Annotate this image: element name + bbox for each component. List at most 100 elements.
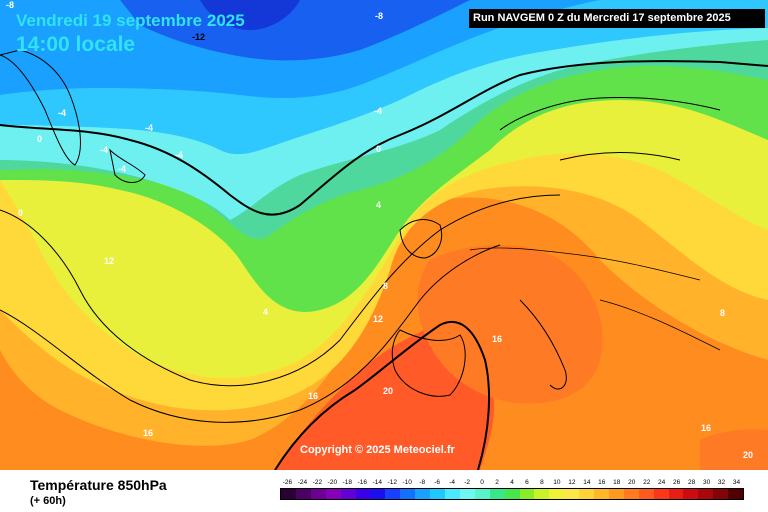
colorbar-swatch — [653, 489, 669, 499]
colorbar-swatch — [623, 489, 639, 499]
colorbar-label: -26 — [282, 479, 293, 486]
colorbar-label: -4 — [449, 479, 456, 486]
isotherm-label: 4 — [263, 307, 269, 317]
temperature-map: Vendredi 19 septembre 2025 14:00 locale … — [0, 0, 768, 470]
isotherm-label: -4 — [100, 145, 109, 155]
colorbar-swatch — [594, 489, 609, 499]
isotherm-label: 8 — [720, 308, 726, 318]
isotherm-12 — [0, 244, 501, 423]
colorbar-swatch — [519, 489, 535, 499]
isotherm-label: 0 — [376, 144, 382, 154]
colorbar-label: 10 — [553, 479, 561, 486]
colorbar-swatch — [638, 489, 654, 499]
colorbar-label: 24 — [658, 479, 666, 486]
colorbar-swatch — [534, 489, 550, 499]
hot-region-se — [700, 429, 768, 470]
colorbar-label: -22 — [312, 479, 323, 486]
colorbar-swatch — [504, 489, 520, 499]
isotherm-label: 8 — [383, 281, 389, 291]
colorbar-label: 16 — [598, 479, 606, 486]
colorbar-swatch — [444, 489, 460, 499]
british-isles-coast — [399, 219, 443, 259]
colorbar-label: -10 — [402, 479, 412, 486]
colorbar-label: -8 — [419, 479, 426, 486]
isotherm-label: 0 — [18, 208, 24, 218]
colorbar-label: -18 — [342, 479, 353, 486]
colorbar-swatch — [355, 489, 371, 499]
colorbar-label: -12 — [387, 479, 397, 486]
map-legend: Température 850hPa (+ 60h) -26 -24 -22 -20-… — [0, 470, 768, 512]
colorbar-swatch — [564, 489, 580, 499]
colorbar-label: -24 — [297, 479, 308, 486]
colorbar-swatch — [370, 489, 386, 499]
isotherm-label: 4 — [376, 200, 382, 210]
colorbar — [280, 488, 744, 500]
europe-borders — [469, 247, 721, 351]
colorbar-label: 14 — [583, 479, 591, 486]
colorbar-label: -16 — [357, 479, 368, 486]
copyright-notice: Copyright © 2025 Meteociel.fr — [300, 444, 455, 456]
colorbar-label: 8 — [540, 479, 544, 486]
isotherm-label: 16 — [143, 428, 154, 438]
colorbar-swatch — [579, 489, 595, 499]
colorbar-label: 4 — [510, 479, 514, 486]
isotherm-label: -4 — [58, 108, 67, 118]
colorbar-swatch — [281, 489, 296, 499]
isotherm-20 — [274, 320, 491, 470]
colorbar-swatch — [400, 489, 416, 499]
coldest-core — [200, 0, 300, 30]
colorbar-label: 32 — [717, 479, 726, 486]
isotherm-8 — [0, 194, 561, 387]
colorbar-swatch — [430, 489, 445, 499]
colorbar-label: 22 — [643, 479, 651, 486]
colorbar-swatch — [608, 489, 624, 499]
colorbar-label: 0 — [480, 479, 484, 486]
scandinavia-coast — [499, 97, 721, 161]
isotherm-label: -4 — [118, 164, 127, 174]
isotherm-label: 12 — [373, 314, 384, 324]
colorbar-swatch — [489, 489, 505, 499]
colorbar-label: 34 — [732, 479, 741, 486]
isotherm-label: -4 — [145, 123, 154, 133]
colorbar-swatch — [325, 489, 341, 499]
colorbar-label: -20 — [327, 479, 338, 486]
colorbar-label: 30 — [702, 479, 711, 486]
isotherm-label: 12 — [104, 256, 115, 266]
colorbar-label: -6 — [434, 479, 441, 486]
isotherm-zero — [0, 60, 768, 216]
isotherm-label: -8 — [375, 11, 384, 21]
deep-blue-band — [120, 0, 470, 61]
forecast-lead-time: (+ 60h) — [30, 495, 66, 507]
colorbar-labels: -26 -24 -22 -20 -18 -16 -14 -12 -10 -8 -6 -4 -2 0 2 4 6 8… — [280, 479, 744, 489]
isotherm-label: 20 — [383, 386, 394, 396]
colorbar-swatch — [728, 489, 744, 499]
colorbar-swatch — [295, 489, 311, 499]
colorbar-swatch — [310, 489, 326, 499]
forecast-time: 14:00 locale — [16, 33, 136, 56]
colorbar-label: 2 — [495, 479, 499, 486]
variable-name: Température 850hPa — [30, 477, 167, 493]
colorbar-label: -14 — [372, 479, 382, 486]
map-canvas — [0, 0, 768, 470]
colorbar-swatch — [415, 489, 431, 499]
iberia-coast — [391, 329, 466, 397]
isotherm-label: -4 — [374, 106, 383, 116]
colorbar-swatch — [683, 489, 699, 499]
isotherm-label: 16 — [701, 423, 712, 433]
colorbar-label: 20 — [628, 479, 636, 486]
iceland-coast — [109, 148, 146, 183]
colorbar-label: 28 — [687, 479, 696, 486]
hot-region-central — [417, 245, 603, 404]
isotherm-label: 16 — [308, 391, 319, 401]
colorbar-swatch — [698, 489, 714, 499]
isotherm-label: -12 — [192, 32, 206, 42]
isotherm-label: 0 — [37, 134, 43, 144]
colorbar-swatch — [668, 489, 684, 499]
colorbar-swatch — [340, 489, 356, 499]
colorbar-label: 6 — [525, 479, 529, 486]
isotherm-label: 20 — [743, 450, 754, 460]
model-run-label: Run NAVGEM 0 Z du Mercredi 17 septembre … — [469, 9, 765, 28]
colorbar-label: 12 — [568, 479, 576, 486]
isotherm-label: -4 — [175, 150, 184, 160]
isotherm-label: 16 — [492, 334, 503, 344]
